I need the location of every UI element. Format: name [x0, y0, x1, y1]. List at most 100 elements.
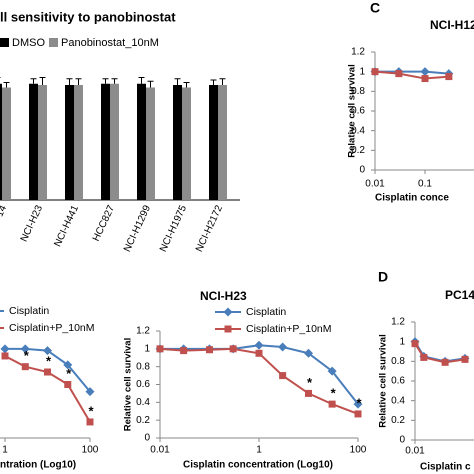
point: [411, 340, 419, 348]
error-bar: [183, 82, 190, 88]
y-tick-label: 1.2: [351, 47, 365, 58]
error-bar: [3, 82, 10, 88]
point: [223, 307, 233, 317]
chart-title: NCI-H1299: [430, 18, 474, 32]
bar: [38, 85, 47, 200]
y-tick-label: 0.2: [351, 145, 365, 156]
bar: [137, 83, 146, 200]
point: [354, 410, 362, 418]
y-tick-label: 0.8: [136, 361, 150, 372]
error-bar: [174, 78, 181, 85]
bar: [146, 87, 155, 200]
bar: [29, 83, 38, 200]
y-tick-label: 0.2: [391, 415, 405, 426]
point: [328, 400, 336, 408]
error-bar: [219, 78, 226, 85]
chart-title: ll sensitivity to panobinostat: [0, 9, 176, 24]
point: [420, 353, 428, 361]
y-tick-label: 1: [399, 336, 405, 347]
y-tick-label: 0.8: [351, 86, 365, 97]
bar: [182, 87, 191, 200]
bar: [2, 87, 11, 200]
error-bar: [39, 77, 46, 85]
x-tick-label: 0.01: [150, 445, 170, 456]
y-tick-label: 0.8: [391, 356, 405, 367]
x-axis-label: Cisplatin concentration (Log10): [183, 460, 333, 471]
x-tick-label: 0.01: [365, 179, 385, 190]
significance-mark: *: [88, 403, 94, 418]
error-bar: [102, 78, 109, 84]
chart-title: PC14: [445, 288, 474, 302]
line-chart: NCI-H23 Relative cell survival Cisplatin c…: [123, 289, 367, 470]
x-tick-label: 0.01: [405, 446, 425, 457]
point: [229, 345, 237, 353]
point: [304, 348, 313, 358]
point: [254, 340, 264, 350]
error-bar: [210, 79, 217, 85]
y-tick-label: 0: [144, 433, 150, 444]
y-tick-label: 0.6: [391, 376, 405, 387]
y-axis-label: Relative cell survival: [378, 334, 389, 427]
point: [206, 346, 213, 354]
y-tick-label: 1: [359, 66, 365, 77]
error-bar: [75, 78, 82, 85]
bar: [0, 83, 2, 200]
panel-label: C: [370, 0, 380, 16]
y-tick-label: 0.4: [391, 395, 405, 406]
significance-mark: *: [24, 348, 30, 363]
legend-label: Cisplatin+P_10nM: [9, 322, 95, 334]
y-tick-label: 0.6: [136, 379, 150, 390]
legend-label: Cisplatin: [246, 306, 286, 318]
panel-label: D: [378, 269, 388, 285]
legend-swatch: [49, 38, 58, 47]
y-tick-label: 0: [399, 435, 405, 446]
y-tick-label: 1.2: [391, 317, 405, 328]
x-tick-label: 100: [82, 445, 99, 456]
x-axis-label: ntration (Log10): [0, 460, 76, 471]
point: [43, 346, 52, 356]
point: [20, 344, 30, 354]
legend-label: DMSO: [12, 37, 45, 49]
y-tick-label: 0.4: [351, 125, 365, 136]
series-line: [374, 70, 449, 80]
point: [305, 389, 312, 397]
point: [421, 75, 429, 83]
x-tick-label: 0.1: [418, 179, 432, 190]
point: [371, 68, 379, 76]
point: [44, 368, 51, 376]
y-tick-label: 0.2: [136, 415, 150, 426]
point: [353, 399, 363, 409]
point: [441, 358, 449, 366]
bar: [110, 83, 119, 200]
point: [63, 360, 73, 370]
y-tick-label: 1.2: [136, 326, 150, 337]
series-line: [414, 343, 466, 364]
x-tick-label: 1: [256, 445, 262, 456]
bar: [65, 85, 74, 200]
point: [279, 372, 287, 380]
x-tick-label: 100: [350, 445, 367, 456]
point: [86, 418, 94, 426]
point: [1, 352, 9, 360]
point: [64, 381, 72, 388]
error-bar: [111, 78, 118, 84]
point: [156, 345, 164, 353]
point: [461, 355, 469, 363]
significance-mark: *: [331, 386, 337, 401]
bar: [74, 85, 83, 200]
legend-label: Panobinostat_10nM: [61, 37, 159, 49]
point: [445, 73, 453, 81]
legend-label: Cisplatin: [9, 305, 49, 317]
significance-mark: *: [46, 353, 52, 368]
x-axis-label: Cisplatin c: [420, 462, 471, 473]
y-tick-label: 0: [359, 165, 365, 176]
y-tick-label: 0.6: [351, 106, 365, 117]
point: [21, 363, 29, 371]
point: [327, 366, 337, 376]
error-bar: [138, 77, 145, 84]
significance-mark: *: [356, 395, 362, 410]
point: [420, 67, 430, 77]
significance-mark: *: [307, 375, 313, 390]
chart-title: NCI-H23: [200, 289, 247, 303]
